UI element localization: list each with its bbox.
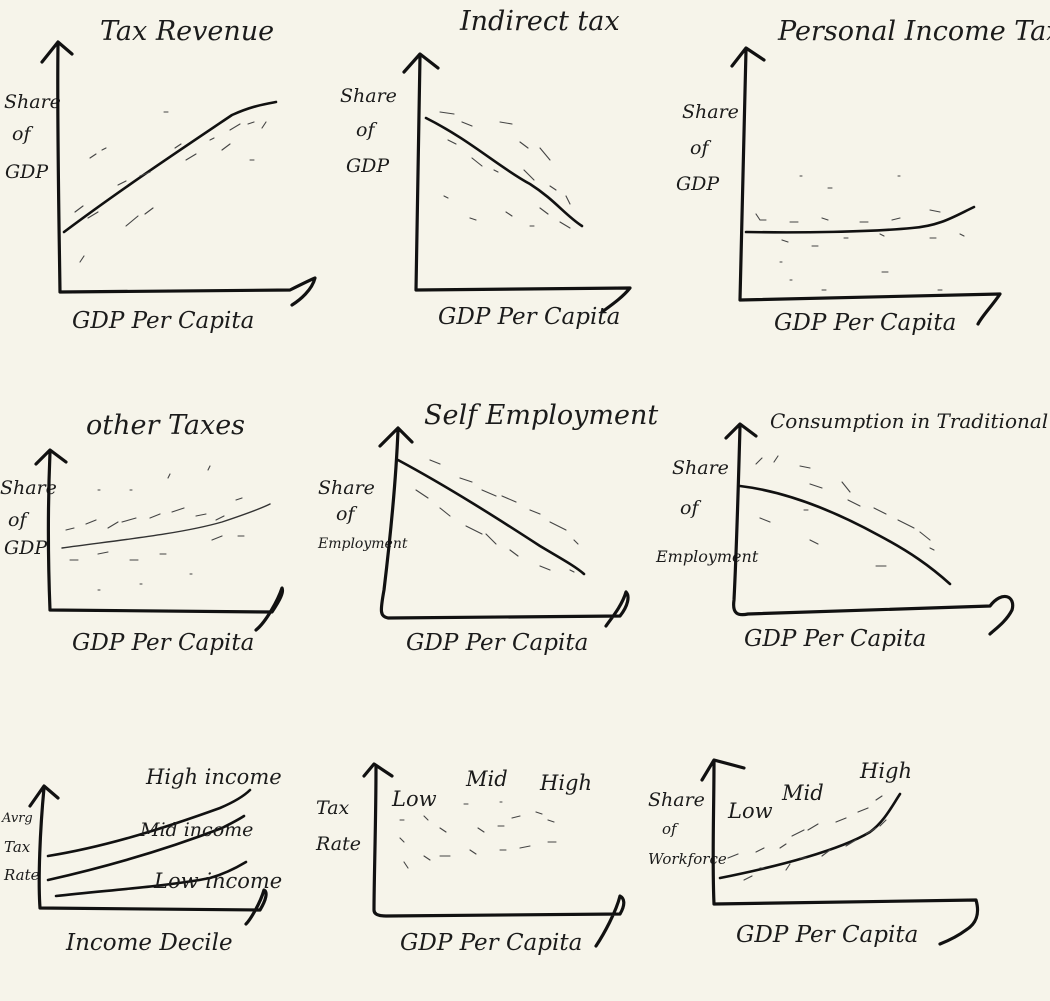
y-axis-label-line: Share xyxy=(648,789,705,811)
panel-title: Tax Revenue xyxy=(100,16,274,47)
y-axis-label-line: GDP xyxy=(4,537,48,559)
y-axis xyxy=(28,784,268,926)
panel-title: Personal Income Tax xyxy=(777,16,1050,47)
y-axis xyxy=(730,46,1002,326)
y-axis-label-line: of xyxy=(356,119,377,141)
y-axis-label-line: Tax xyxy=(4,838,31,856)
x-axis-label: GDP Per Capita xyxy=(406,630,588,656)
trend-line xyxy=(744,205,976,234)
group-label: Mid xyxy=(781,781,824,805)
y-axis-label-line: GDP xyxy=(346,155,390,177)
y-axis-label-line: GDP xyxy=(676,173,720,195)
x-axis-label: GDP Per Capita xyxy=(72,630,254,656)
y-axis-label-line: of xyxy=(662,820,679,838)
y-axis xyxy=(40,40,317,307)
panel-share-of-workforce: Share of Workforce Low Mid High GDP Per … xyxy=(648,758,980,948)
panel-avg-tax-rate-decile: Avrg Tax Rate High income Mid income Low… xyxy=(1,765,282,956)
panel-title: other Taxes xyxy=(86,410,245,441)
x-axis-label: GDP Per Capita xyxy=(736,922,918,948)
scatter-marks xyxy=(399,801,557,869)
y-axis-label-line: Rate xyxy=(3,866,40,884)
trend-line xyxy=(61,503,271,549)
y-axis xyxy=(378,426,630,628)
panel-consumption-traditional-store: Consumption in Traditional Store Share o… xyxy=(655,409,1050,652)
trend-line xyxy=(396,458,586,576)
group-label: Low xyxy=(391,787,437,811)
panel-other-taxes: other Taxes Share of GDP GDP Per Capita xyxy=(0,410,285,656)
y-axis xyxy=(402,52,632,314)
y-axis-label-line: Share xyxy=(0,477,57,499)
trend-line xyxy=(738,484,952,586)
y-axis-label-line: Employment xyxy=(317,536,408,552)
group-label: High xyxy=(859,759,912,783)
y-axis-label-line: of xyxy=(336,503,357,525)
y-axis xyxy=(362,762,626,948)
trend-line xyxy=(62,100,278,234)
group-label: High xyxy=(539,771,592,795)
series-line-low xyxy=(54,860,248,898)
y-axis xyxy=(724,422,1015,636)
y-axis-label-line: Share xyxy=(672,457,729,479)
scatter-marks xyxy=(74,111,267,263)
series-line-mid xyxy=(46,814,246,882)
x-axis-label: Income Decile xyxy=(65,930,233,956)
x-axis-label: GDP Per Capita xyxy=(400,930,582,956)
x-axis-label: GDP Per Capita xyxy=(438,304,620,330)
scatter-marks xyxy=(439,111,571,229)
panel-self-employment: Self Employment Share of Employment GDP … xyxy=(317,400,658,656)
scatter-marks xyxy=(65,465,245,591)
x-axis-label: GDP Per Capita xyxy=(774,310,956,336)
series-label: Mid income xyxy=(139,819,253,841)
trend-line xyxy=(424,116,584,228)
panel-title: Indirect tax xyxy=(459,6,620,37)
y-axis-label-line: Share xyxy=(4,91,61,113)
y-axis-label-line: GDP xyxy=(5,161,49,183)
x-axis-label: GDP Per Capita xyxy=(72,308,254,334)
y-axis xyxy=(34,448,285,632)
series-label: Low income xyxy=(153,869,282,893)
panel-tax-revenue: Tax Revenue Share of GDP GDP Per Capita xyxy=(4,16,317,334)
scatter-marks xyxy=(727,795,887,881)
panel-title: Self Employment xyxy=(424,400,658,431)
x-axis-label: GDP Per Capita xyxy=(744,626,926,652)
y-axis-label-line: of xyxy=(690,137,711,159)
scatter-marks xyxy=(755,175,965,291)
series-label: High income xyxy=(145,765,282,789)
scatter-marks xyxy=(415,459,579,573)
y-axis-label-line: Avrg xyxy=(1,811,33,826)
panel-indirect-tax: Indirect tax Share of GDP GDP Per Capita xyxy=(340,6,632,330)
y-axis-label-line: Employment xyxy=(655,547,759,566)
panel-personal-income-tax: Personal Income Tax Share of GDP GDP Per… xyxy=(676,16,1050,336)
y-axis-label-line: of xyxy=(680,497,701,519)
scatter-marks xyxy=(755,455,935,567)
y-axis-label-line: of xyxy=(12,123,33,145)
y-axis-label-line: Share xyxy=(340,85,397,107)
y-axis-label-line: Share xyxy=(318,477,375,499)
y-axis-label-line: Share xyxy=(682,101,739,123)
series-line-high xyxy=(46,788,252,858)
group-label: Low xyxy=(727,799,773,823)
y-axis-label-line: of xyxy=(8,509,29,531)
y-axis xyxy=(700,758,980,946)
y-axis-label-line: Workforce xyxy=(648,850,727,868)
y-axis-label-line: Tax xyxy=(316,797,350,819)
panel-title: Consumption in Traditional Store xyxy=(770,409,1050,433)
y-axis-label-line: Rate xyxy=(315,833,361,855)
group-label: Mid xyxy=(465,767,508,791)
panel-tax-rate-groups: Tax Rate Low Mid High GDP Per Capita xyxy=(315,762,626,956)
